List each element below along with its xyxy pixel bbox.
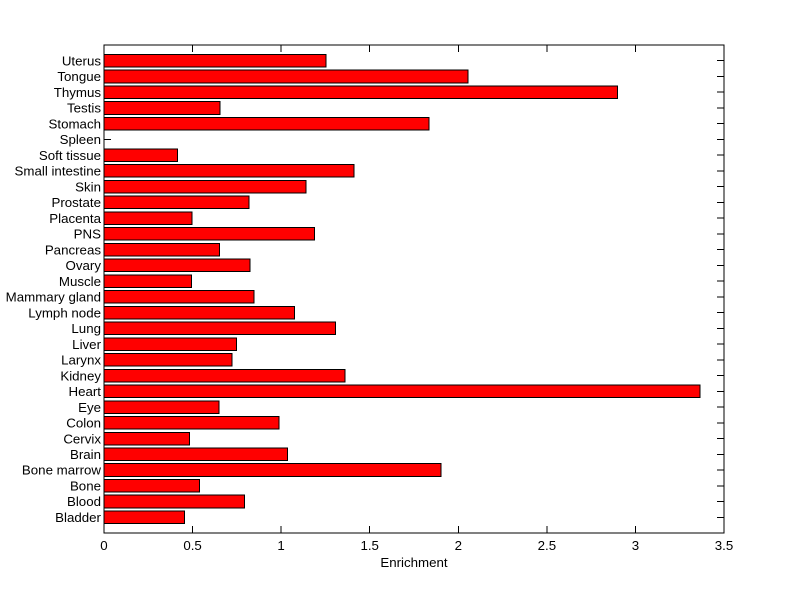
svg-text:Spleen: Spleen — [60, 132, 101, 147]
svg-text:Brain: Brain — [70, 447, 101, 462]
svg-text:Kidney: Kidney — [60, 368, 101, 383]
svg-text:Lung: Lung — [71, 321, 101, 336]
svg-text:Larynx: Larynx — [61, 353, 101, 368]
svg-text:Lymph node: Lymph node — [28, 305, 101, 320]
svg-text:PNS: PNS — [74, 227, 101, 242]
svg-text:Tongue: Tongue — [57, 69, 101, 84]
svg-text:2: 2 — [455, 538, 462, 553]
svg-text:Pancreas: Pancreas — [45, 242, 102, 257]
svg-text:Liver: Liver — [72, 337, 101, 352]
svg-text:3: 3 — [632, 538, 639, 553]
svg-text:Bladder: Bladder — [55, 510, 101, 525]
svg-text:2.5: 2.5 — [538, 538, 557, 553]
svg-text:Heart: Heart — [68, 384, 101, 399]
svg-text:Testis: Testis — [67, 101, 101, 116]
svg-text:0.5: 0.5 — [183, 538, 202, 553]
svg-text:Soft tissue: Soft tissue — [39, 148, 101, 163]
svg-text:1: 1 — [277, 538, 284, 553]
svg-text:Eye: Eye — [78, 400, 101, 415]
svg-text:Muscle: Muscle — [59, 274, 101, 289]
svg-text:Enrichment: Enrichment — [380, 555, 448, 570]
svg-text:Blood: Blood — [67, 494, 101, 509]
svg-text:Skin: Skin — [75, 179, 101, 194]
svg-text:1.5: 1.5 — [360, 538, 379, 553]
svg-text:Stomach: Stomach — [49, 116, 101, 131]
svg-text:3.5: 3.5 — [715, 538, 734, 553]
svg-text:Bone marrow: Bone marrow — [22, 463, 101, 478]
svg-text:Ovary: Ovary — [66, 258, 102, 273]
svg-text:Colon: Colon — [66, 416, 101, 431]
svg-text:Prostate: Prostate — [51, 195, 101, 210]
svg-text:Bone: Bone — [70, 478, 101, 493]
svg-text:Mammary gland: Mammary gland — [6, 290, 101, 305]
svg-text:Uterus: Uterus — [62, 53, 102, 68]
svg-text:Thymus: Thymus — [54, 85, 102, 100]
svg-text:Placenta: Placenta — [49, 211, 101, 226]
svg-text:Small intestine: Small intestine — [15, 164, 101, 179]
svg-text:Cervix: Cervix — [63, 431, 101, 446]
svg-text:0: 0 — [100, 538, 107, 553]
